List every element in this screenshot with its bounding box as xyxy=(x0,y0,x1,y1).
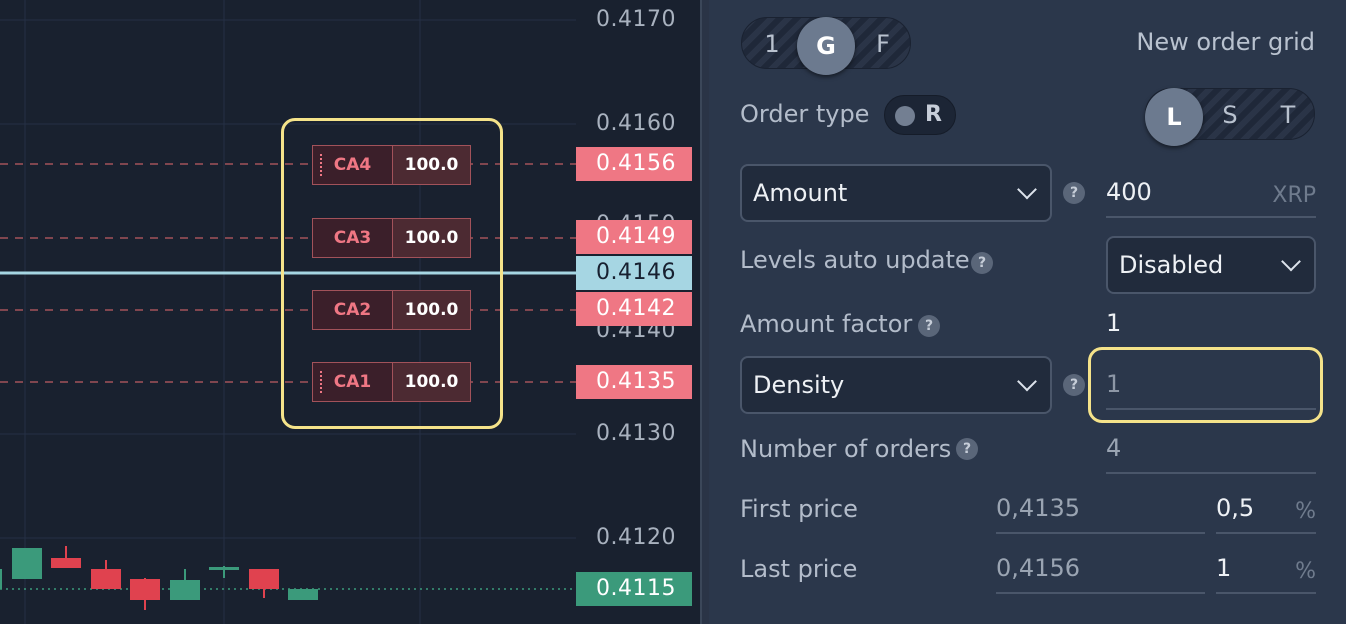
chevron-down-icon xyxy=(1017,371,1037,392)
order-name-text: CA4 xyxy=(333,155,372,175)
candle xyxy=(209,567,239,570)
candle xyxy=(12,548,42,579)
mode-option-g-selected[interactable]: G xyxy=(797,17,855,75)
order-box-ca3[interactable]: CA3 100.0 xyxy=(312,218,471,258)
drag-handle-icon[interactable] xyxy=(320,371,323,393)
candle xyxy=(170,580,200,600)
order-grid-panel: 1 F G New order grid Order type R S T L … xyxy=(709,0,1346,624)
order-amount: 100.0 xyxy=(393,146,470,184)
order-name: CA3 xyxy=(313,219,393,257)
help-icon[interactable]: ? xyxy=(918,315,940,337)
sell-level-tag: 0.4135 xyxy=(576,365,692,399)
order-name-text: CA1 xyxy=(333,372,372,392)
order-box-ca2[interactable]: CA2 100.0 xyxy=(312,290,471,330)
order-box-ca1[interactable]: CA1 100.0 xyxy=(312,362,471,402)
price-axis-label: 0.4170 xyxy=(596,7,676,32)
amount-field[interactable]: 400 XRP xyxy=(1106,170,1316,218)
side-option-s[interactable]: S xyxy=(1222,101,1238,129)
order-amount: 100.0 xyxy=(393,291,470,329)
mode-option-f[interactable]: F xyxy=(876,30,890,58)
help-icon[interactable]: ? xyxy=(971,252,993,274)
order-amount: 100.0 xyxy=(393,219,470,257)
chevron-down-icon xyxy=(1281,251,1301,272)
percent-unit: % xyxy=(1295,559,1316,584)
order-name-text: CA3 xyxy=(333,228,372,248)
levels-auto-update-select[interactable]: Disabled xyxy=(1106,236,1316,294)
candles xyxy=(0,546,318,610)
order-name-text: CA2 xyxy=(333,300,372,320)
first-price-percent-value: 0,5 xyxy=(1216,494,1255,522)
density-mode-select[interactable]: Density xyxy=(740,356,1052,414)
current-price-tag: 0.4146 xyxy=(576,256,692,290)
last-price-percent-field[interactable]: 1 % xyxy=(1216,546,1316,594)
sell-level-tag: 0.4142 xyxy=(576,292,692,326)
density-highlight-frame xyxy=(1088,347,1323,423)
price-axis-label: 0.4120 xyxy=(596,525,676,550)
chart-canvas[interactable] xyxy=(0,0,700,624)
side-option-t[interactable]: T xyxy=(1280,101,1296,129)
percent-unit: % xyxy=(1295,499,1316,524)
number-of-orders-field[interactable]: 4 xyxy=(1106,426,1316,474)
help-icon[interactable]: ? xyxy=(1063,182,1085,204)
orders-highlight-frame xyxy=(281,118,503,429)
candle xyxy=(249,569,279,589)
order-name: CA1 xyxy=(313,363,393,401)
amount-value: 400 xyxy=(1106,178,1152,206)
last-price-field[interactable]: 0,4156 xyxy=(996,546,1205,594)
order-type-label: Order type xyxy=(740,100,870,128)
toggle-dot-icon xyxy=(895,106,915,126)
order-name: CA4 xyxy=(313,146,393,184)
last-price-percent-value: 1 xyxy=(1216,554,1232,582)
mode-toggle[interactable]: 1 F G xyxy=(741,17,911,75)
candle xyxy=(91,569,121,589)
amount-factor-label: Amount factor xyxy=(740,310,913,338)
order-name: CA2 xyxy=(313,291,393,329)
price-axis-label: 0.4160 xyxy=(596,111,676,136)
first-price-field[interactable]: 0,4135 xyxy=(996,486,1205,534)
price-axis-label: 0.4130 xyxy=(596,421,676,446)
panel-title: New order grid xyxy=(1136,28,1315,56)
density-field[interactable]: 1 xyxy=(1106,362,1316,410)
amount-mode-select[interactable]: Amount xyxy=(740,164,1052,222)
mode-option-1[interactable]: 1 xyxy=(764,30,780,58)
panel-splitter[interactable] xyxy=(700,0,709,624)
help-icon[interactable]: ? xyxy=(1063,374,1085,396)
chevron-down-icon xyxy=(1017,179,1037,200)
price-chart[interactable]: 0.4170 0.4160 0.4150 0.4140 0.4130 0.412… xyxy=(0,0,700,624)
candle xyxy=(51,558,81,568)
help-icon[interactable]: ? xyxy=(956,438,978,460)
order-type-toggle-text: R xyxy=(925,102,942,127)
number-of-orders-label: Number of orders xyxy=(740,435,952,463)
density-mode-value: Density xyxy=(753,371,845,399)
first-price-percent-field[interactable]: 0,5 % xyxy=(1216,486,1316,534)
first-price-label: First price xyxy=(740,495,858,523)
drag-handle-icon[interactable] xyxy=(320,154,323,176)
amount-unit: XRP xyxy=(1272,183,1316,208)
sell-level-tag: 0.4149 xyxy=(576,220,692,254)
amount-mode-value: Amount xyxy=(753,179,848,207)
density-value: 1 xyxy=(1106,370,1122,398)
order-amount: 100.0 xyxy=(393,363,470,401)
order-type-toggle[interactable]: R xyxy=(884,95,956,135)
side-toggle[interactable]: S T L xyxy=(1145,88,1315,146)
first-price-value: 0,4135 xyxy=(996,494,1080,522)
levels-auto-update-value: Disabled xyxy=(1119,251,1224,279)
order-box-ca4[interactable]: CA4 100.0 xyxy=(312,145,471,185)
number-of-orders-value: 4 xyxy=(1106,434,1122,462)
candle xyxy=(130,579,160,600)
sell-level-tag: 0.4156 xyxy=(576,147,692,181)
last-price-value: 0,4156 xyxy=(996,554,1080,582)
last-price-label: Last price xyxy=(740,555,858,583)
candle xyxy=(288,589,318,600)
last-price-tag: 0.4115 xyxy=(576,572,692,606)
amount-factor-value: 1 xyxy=(1106,309,1122,337)
levels-auto-update-label: Levels auto update xyxy=(740,246,970,274)
side-option-l-selected[interactable]: L xyxy=(1145,88,1203,146)
